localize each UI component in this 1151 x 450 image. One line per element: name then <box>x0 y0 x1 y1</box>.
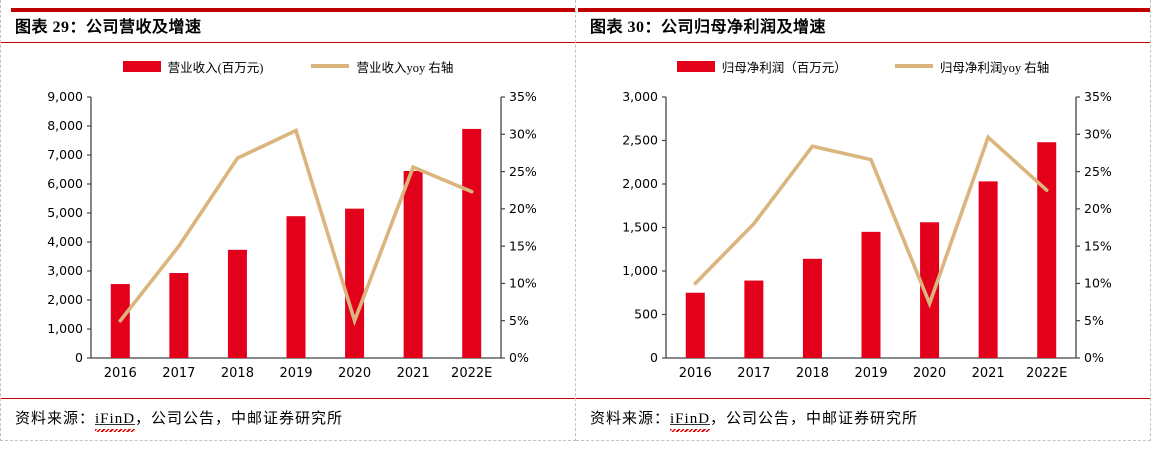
svg-text:2016: 2016 <box>104 366 137 381</box>
figure-panel-revenue: 图表 29：公司营收及增速 营业收入(百万元) 营业收入yoy 右轴 0 1,00… <box>0 0 576 441</box>
revenue-chart: 0 1,000 2,000 3,000 4,000 5,000 6,000 7,000 8,00… <box>47 89 537 381</box>
source-ifind: iFinD <box>670 411 711 432</box>
svg-text:25%: 25% <box>1084 164 1112 179</box>
svg-text:0%: 0% <box>509 350 529 365</box>
source-note: 资料来源：iFinD，公司公告，中邮证券研究所 <box>1 398 575 432</box>
legend-item-net-profit-yoy-line: 归母净利润yoy 右轴 <box>894 57 1050 76</box>
legend-label: 营业收入yoy 右轴 <box>356 60 454 75</box>
svg-text:0: 0 <box>650 350 658 365</box>
svg-text:1,500: 1,500 <box>622 220 658 235</box>
legend-label: 营业收入(百万元) <box>167 60 264 75</box>
svg-text:2,500: 2,500 <box>622 133 658 148</box>
svg-text:7,000: 7,000 <box>47 147 83 162</box>
svg-text:20%: 20% <box>1084 201 1112 216</box>
svg-text:2020: 2020 <box>338 366 371 381</box>
svg-text:2017: 2017 <box>737 366 770 381</box>
legend-bar-swatch <box>676 60 715 72</box>
svg-text:2017: 2017 <box>162 366 195 381</box>
chart-legend: 营业收入(百万元) 营业收入yoy 右轴 <box>1 56 575 76</box>
svg-text:2016: 2016 <box>679 366 712 381</box>
svg-text:2020: 2020 <box>913 366 946 381</box>
legend-item-revenue-yoy-line: 营业收入yoy 右轴 <box>311 57 453 76</box>
svg-text:4,000: 4,000 <box>47 234 83 249</box>
svg-text:5%: 5% <box>1084 313 1104 328</box>
svg-text:2019: 2019 <box>279 366 312 381</box>
source-text: ，公司公告，中邮证券研究所 <box>710 411 919 427</box>
svg-text:35%: 35% <box>509 89 537 104</box>
svg-text:3,000: 3,000 <box>622 89 658 104</box>
source-text: ，公司公告，中邮证券研究所 <box>135 411 344 427</box>
figure-title: 图表 29：公司营收及增速 <box>1 12 575 43</box>
svg-text:1,000: 1,000 <box>47 321 83 336</box>
svg-text:2018: 2018 <box>221 366 254 381</box>
figure-panel-net-profit: 图表 30：公司归母净利润及增速 归母净利润（百万元） 归母净利润yoy 右轴 … <box>576 0 1151 441</box>
svg-text:1,000: 1,000 <box>622 263 658 278</box>
source-label: 资料来源： <box>590 411 671 427</box>
svg-text:30%: 30% <box>509 126 537 141</box>
source-note: 资料来源：iFinD，公司公告，中邮证券研究所 <box>576 398 1150 432</box>
svg-text:10%: 10% <box>509 276 537 291</box>
svg-text:5%: 5% <box>509 313 529 328</box>
source-label: 资料来源： <box>15 411 96 427</box>
svg-text:8,000: 8,000 <box>47 118 83 133</box>
svg-text:15%: 15% <box>509 238 537 253</box>
source-ifind: iFinD <box>95 411 136 432</box>
legend-bar-swatch <box>122 60 161 72</box>
svg-text:2022E: 2022E <box>451 366 492 381</box>
panel-top-rule <box>578 8 1150 12</box>
legend-label: 归母净利润（百万元） <box>721 60 847 75</box>
svg-text:20%: 20% <box>509 201 537 216</box>
legend-line-swatch <box>311 64 350 68</box>
figure-title: 图表 30：公司归母净利润及增速 <box>576 12 1150 43</box>
svg-text:15%: 15% <box>1084 238 1112 253</box>
svg-text:2,000: 2,000 <box>47 292 83 307</box>
net-profit-chart: 0 500 1,000 1,500 2,000 2,500 3,000 0% 5% 10% 15% 2… <box>622 89 1112 381</box>
svg-text:10%: 10% <box>1084 276 1112 291</box>
svg-text:3,000: 3,000 <box>47 263 83 278</box>
panel-top-rule <box>11 8 575 12</box>
svg-text:6,000: 6,000 <box>47 176 83 191</box>
svg-text:5,000: 5,000 <box>47 205 83 220</box>
svg-text:2018: 2018 <box>796 366 829 381</box>
svg-text:500: 500 <box>634 307 658 322</box>
svg-text:2021: 2021 <box>972 366 1005 381</box>
svg-text:2019: 2019 <box>854 366 887 381</box>
svg-text:2,000: 2,000 <box>622 176 658 191</box>
svg-text:0%: 0% <box>1084 350 1104 365</box>
chart-legend: 归母净利润（百万元） 归母净利润yoy 右轴 <box>576 56 1150 76</box>
svg-text:2021: 2021 <box>397 366 430 381</box>
svg-text:30%: 30% <box>1084 126 1112 141</box>
svg-text:2022E: 2022E <box>1026 366 1067 381</box>
legend-label: 归母净利润yoy 右轴 <box>939 60 1050 75</box>
legend-item-net-profit-bar: 归母净利润（百万元） <box>676 57 847 76</box>
svg-text:0: 0 <box>75 350 83 365</box>
svg-text:35%: 35% <box>1084 89 1112 104</box>
svg-text:9,000: 9,000 <box>47 89 83 104</box>
legend-item-revenue-bar: 营业收入(百万元) <box>122 57 264 76</box>
svg-text:25%: 25% <box>509 164 537 179</box>
legend-line-swatch <box>894 64 933 68</box>
